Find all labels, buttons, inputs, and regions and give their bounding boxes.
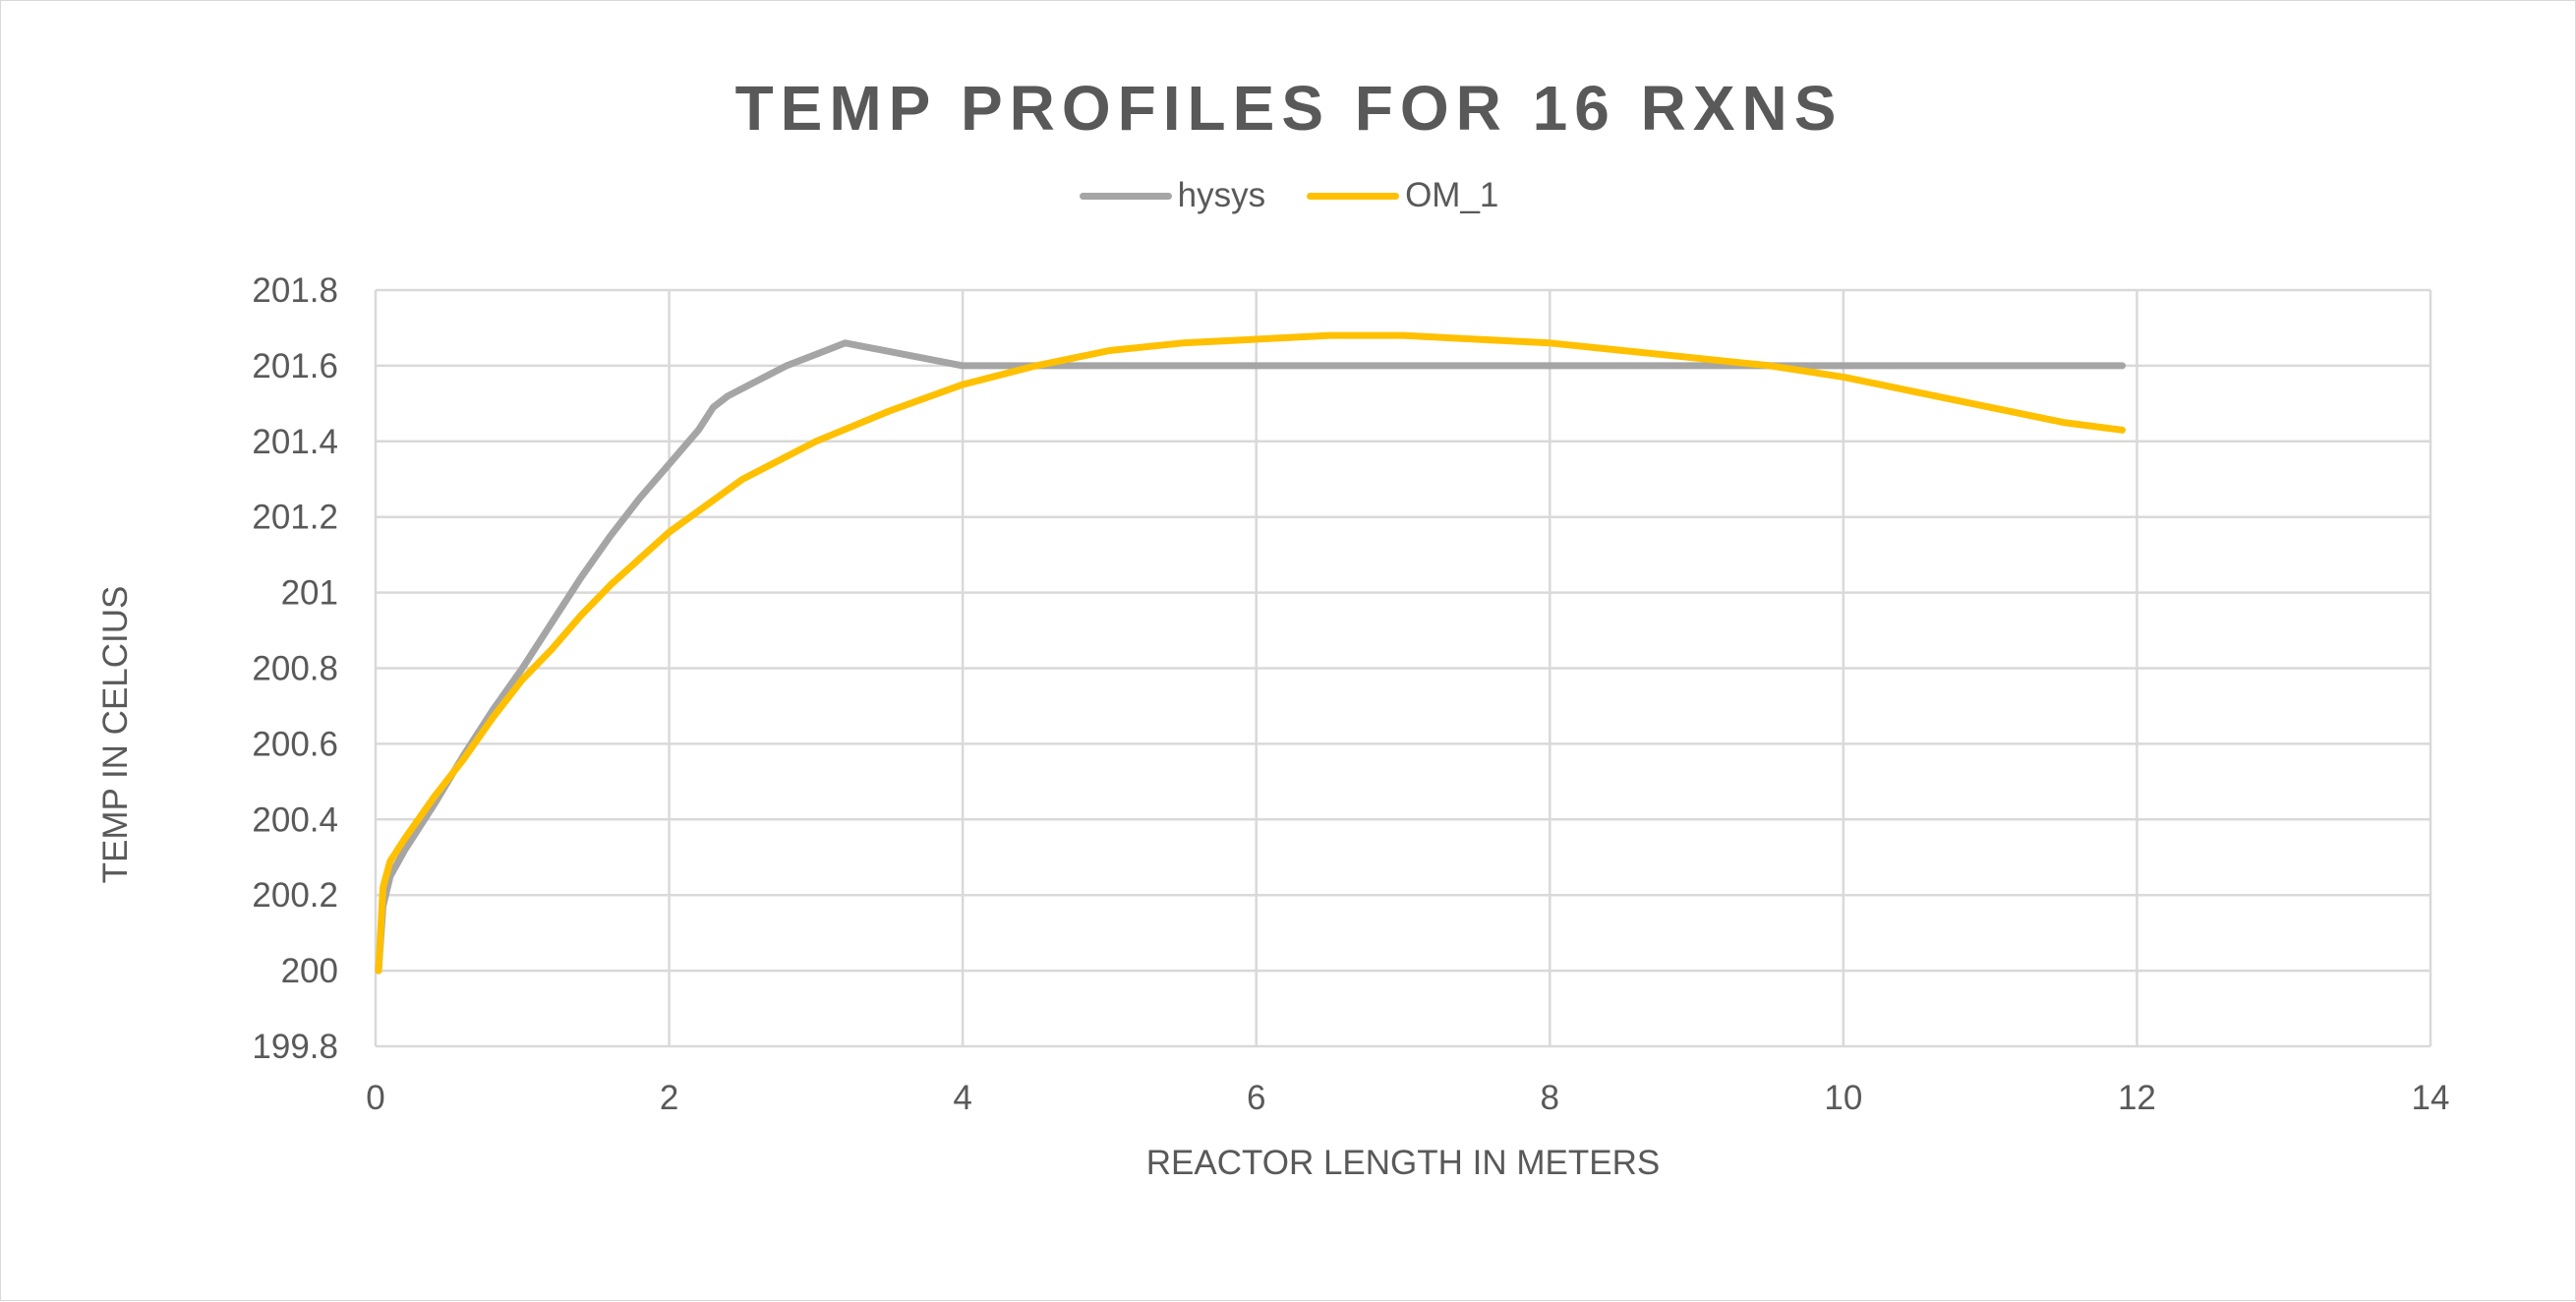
x-tick-label: 12 — [2118, 1079, 2156, 1117]
legend-item-om1: OM_1 — [1307, 176, 1498, 215]
series-lines — [375, 331, 2126, 975]
x-tick-label: 2 — [660, 1079, 678, 1117]
y-tick-label: 201.2 — [252, 499, 338, 537]
series-line-hysys — [375, 339, 2126, 975]
y-tick-label: 200.6 — [252, 725, 338, 763]
y-tick-label: 201.4 — [252, 423, 338, 461]
gridlines — [374, 288, 2432, 1048]
y-tick-label: 201.6 — [252, 347, 338, 385]
x-tick-label: 8 — [1541, 1079, 1559, 1117]
y-tick-label: 200.2 — [252, 876, 338, 915]
y-tick-label: 199.8 — [252, 1028, 338, 1066]
x-axis-title: REACTOR LENGTH IN METERS — [1146, 1144, 1660, 1182]
y-tick-label: 200.4 — [252, 800, 338, 839]
legend: hysys OM_1 — [1, 176, 2576, 215]
y-tick-label: 200 — [281, 952, 338, 990]
legend-item-hysys: hysys — [1079, 176, 1266, 215]
x-tick-label: 14 — [2412, 1079, 2450, 1117]
y-tick-label: 200.8 — [252, 650, 338, 688]
legend-swatch-hysys — [1079, 192, 1172, 200]
series-line-om1 — [375, 331, 2126, 975]
y-tick-label: 201 — [281, 574, 338, 613]
x-tick-label: 4 — [953, 1079, 971, 1117]
y-tick-label: 201.8 — [252, 271, 338, 310]
x-tick-label: 0 — [366, 1079, 384, 1117]
x-tick-label: 6 — [1247, 1079, 1265, 1117]
y-axis-title: TEMP IN CELCIUS — [96, 586, 135, 884]
axes: 199.8 200 200.2 200.4 200.6 200.8 201 201.2 201.… — [252, 271, 2449, 1117]
legend-label-om1: OM_1 — [1405, 176, 1499, 214]
legend-swatch-om1 — [1307, 192, 1400, 200]
legend-label-hysys: hysys — [1177, 176, 1266, 214]
x-tick-label: 10 — [1824, 1079, 1862, 1117]
chart-title: TEMP PROFILES FOR 16 RXNS — [734, 73, 1844, 144]
